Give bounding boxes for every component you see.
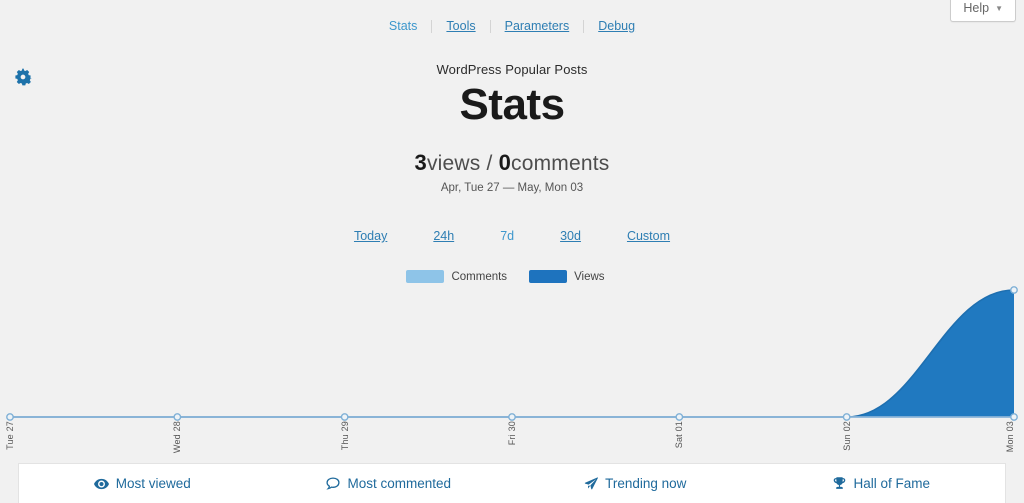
chart-point-comments-5[interactable]	[842, 413, 851, 421]
top-navigation: Stats Tools Parameters Debug	[0, 19, 1024, 33]
nav-item-stats[interactable]: Stats	[388, 19, 418, 33]
trophy-icon	[833, 477, 846, 490]
views-count: 3	[414, 149, 427, 175]
chart-point-comments-0[interactable]	[6, 413, 14, 421]
stats-summary: 3views / 0comments	[0, 150, 1024, 176]
toolbar-hall-of-fame[interactable]: Hall of Fame	[759, 477, 1006, 491]
page-header: WordPress Popular Posts Stats 3views / 0…	[0, 62, 1024, 194]
date-range: Apr, Tue 27 — May, Mon 03	[440, 181, 584, 194]
x-axis-label-3: Fri 30	[507, 421, 517, 446]
nav-item-parameters[interactable]: Parameters	[504, 19, 570, 33]
comments-label: comments	[511, 151, 610, 175]
x-axis-label-0: Tue 27	[5, 421, 15, 450]
legend-label-comments: Comments	[451, 270, 508, 283]
help-button-label: Help	[963, 1, 990, 15]
chart-point-views-6[interactable]	[1010, 286, 1018, 294]
chart-markers	[6, 286, 1018, 421]
range-30d[interactable]: 30d	[560, 229, 581, 243]
nav-separator	[583, 19, 585, 33]
legend-entry-views: Views	[529, 270, 605, 283]
chart-point-comments-2[interactable]	[340, 413, 349, 421]
summary-divider: /	[486, 151, 493, 175]
x-axis-label-5: Sun 02	[841, 421, 852, 451]
range-24h[interactable]: 24h	[433, 229, 455, 243]
toolbar-label-most-viewed: Most viewed	[115, 475, 191, 491]
chart-point-comments-6[interactable]	[1010, 413, 1018, 421]
chevron-down-icon: ▼	[995, 4, 1003, 14]
toolbar-label-hall-of-fame: Hall of Fame	[853, 475, 931, 491]
x-axis-label-1: Wed 28	[172, 421, 183, 454]
nav-separator	[489, 19, 491, 33]
page-title: Stats	[459, 80, 565, 129]
views-label: views	[426, 151, 481, 175]
legend-swatch-views	[529, 270, 568, 283]
nav-item-tools[interactable]: Tools	[446, 19, 476, 33]
toolbar-most-viewed[interactable]: Most viewed	[19, 477, 266, 491]
chart-canvas	[6, 286, 1018, 421]
plugin-name: WordPress Popular Posts	[436, 62, 588, 77]
x-axis-label-4: Sat 01	[674, 421, 685, 449]
comment-bubble-icon	[326, 477, 341, 490]
help-button[interactable]: Help ▼	[950, 0, 1016, 22]
chart-point-comments-1[interactable]	[173, 413, 182, 421]
legend-entry-comments: Comments	[406, 270, 507, 283]
toolbar-most-commented[interactable]: Most commented	[266, 477, 513, 491]
range-custom[interactable]: Custom	[626, 229, 671, 243]
nav-separator	[431, 19, 433, 33]
range-filter: Today 24h 7d 30d Custom	[0, 229, 1024, 243]
views-line-path	[10, 289, 1015, 418]
range-today[interactable]: Today	[353, 229, 388, 243]
toolbar-label-trending-now: Trending now	[605, 475, 687, 491]
comments-count: 0	[498, 149, 512, 175]
chart-legend: Comments Views	[0, 270, 1024, 283]
legend-label-views: Views	[574, 270, 605, 283]
chart-point-comments-4[interactable]	[675, 413, 684, 421]
gear-icon[interactable]	[12, 66, 34, 88]
toolbar-label-most-commented: Most commented	[347, 475, 452, 491]
views-area-path	[10, 290, 1014, 417]
rocket-icon	[584, 477, 599, 490]
toolbar-trending-now[interactable]: Trending now	[512, 477, 759, 491]
bottom-toolbar: Most viewed Most commented Trending now	[18, 463, 1006, 503]
range-7d[interactable]: 7d	[500, 229, 515, 243]
x-axis-label-6: Mon 03	[1005, 421, 1015, 453]
stats-chart[interactable]: Tue 27 Wed 28 Thu 29 Fri 30 Sat 01 Sun 02 Mon …	[0, 282, 1024, 459]
legend-swatch-comments	[406, 270, 445, 283]
nav-item-debug[interactable]: Debug	[598, 19, 636, 33]
eye-icon	[93, 478, 109, 490]
chart-point-comments-3[interactable]	[508, 413, 516, 421]
x-axis-label-2: Thu 29	[339, 421, 350, 451]
